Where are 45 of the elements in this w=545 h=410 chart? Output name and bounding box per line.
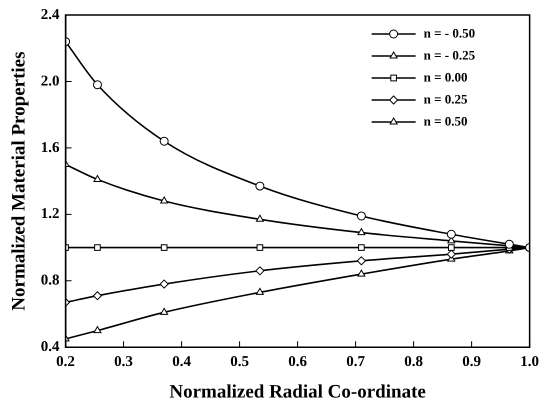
x-tick-label: 0.6 — [288, 354, 308, 370]
y-tick-label: 1.2 — [40, 206, 60, 222]
point — [92, 80, 102, 90]
point — [446, 230, 456, 239]
y-tick-label: 2.0 — [40, 73, 60, 90]
point — [356, 256, 366, 266]
x-axis-title: Normalized Radial Co-ordinate — [169, 382, 426, 403]
x-tick-label: 1.0 — [520, 354, 539, 370]
point — [160, 244, 168, 251]
x-tick-label: 0.7 — [346, 354, 366, 370]
legend-label: n = - 0.50 — [424, 25, 476, 40]
x-tick-label: 0.3 — [114, 354, 133, 370]
legend-label: n = - 0.25 — [424, 47, 476, 62]
y-tick-label: 1.6 — [40, 140, 60, 156]
point — [357, 270, 366, 277]
x-tick-label: 0.9 — [462, 354, 481, 370]
point — [357, 228, 366, 236]
x-tick-label: 0.8 — [404, 354, 423, 370]
point — [356, 211, 366, 220]
y-tick-label: 0.4 — [40, 339, 60, 356]
point — [256, 214, 264, 222]
point — [255, 182, 264, 191]
point — [92, 291, 102, 300]
y-axis-title: Normalized Material Properties — [8, 51, 30, 311]
point — [358, 244, 365, 251]
point — [160, 308, 168, 315]
legend-label: n = 0.25 — [424, 91, 468, 106]
point — [160, 136, 169, 146]
x-tick-label: 0.2 — [56, 354, 75, 370]
legend-label: n = 0.00 — [424, 69, 468, 84]
point — [93, 174, 102, 182]
point — [160, 196, 168, 204]
x-tick-label: 0.5 — [230, 354, 249, 370]
y-tick-label: 2.4 — [40, 6, 60, 23]
point — [448, 244, 455, 251]
point — [255, 266, 264, 276]
x-tick-label: 0.4 — [172, 354, 192, 370]
point — [256, 244, 264, 251]
point — [94, 244, 101, 251]
y-tick-label: 0.8 — [40, 272, 60, 289]
legend-label: n = 0.50 — [424, 113, 468, 128]
point — [93, 326, 102, 334]
point — [256, 288, 264, 295]
point — [160, 280, 169, 289]
point — [446, 250, 456, 259]
